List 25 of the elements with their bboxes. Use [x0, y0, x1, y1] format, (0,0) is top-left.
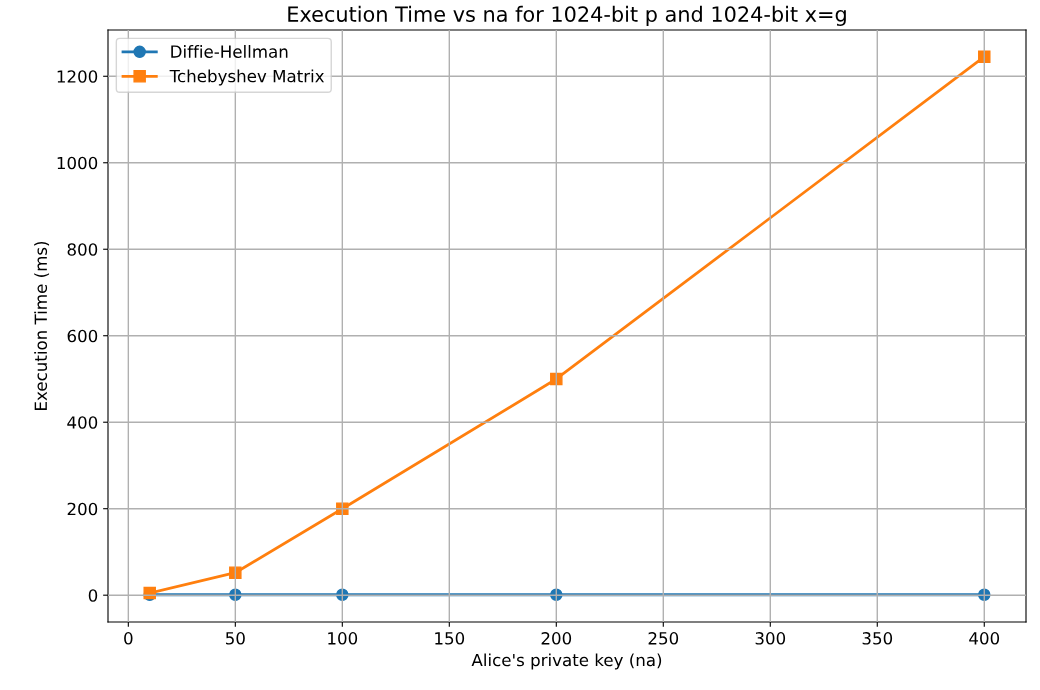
y-tick-label: 600 [67, 329, 98, 343]
y-axis-title: Execution Time (ms) [34, 241, 50, 410]
chart-title: Execution Time vs na for 1024-bit p and 1024-bit x=g [288, 5, 846, 26]
x-tick-label: 50 [226, 632, 245, 645]
point [336, 502, 349, 515]
y-tick-label: 1200 [57, 70, 98, 83]
point [229, 566, 242, 579]
x-tick-label: 200 [541, 632, 572, 645]
y-tick-label: 0 [88, 589, 98, 602]
y-tick-label: 200 [67, 502, 98, 516]
x-tick-label: 250 [648, 632, 679, 645]
x-tick-label: 400 [969, 632, 1000, 645]
x-tick-label: 150 [435, 632, 465, 645]
x-tick-label: 350 [862, 632, 893, 645]
y-tick-label: 1000 [57, 156, 98, 170]
y-tick-label: 800 [67, 243, 98, 256]
x-axis-title: Alice's private key (na) [471, 653, 662, 670]
x-tick-label: 100 [328, 632, 358, 645]
point [978, 50, 991, 64]
legend-label: Diffie-Hellman [171, 45, 288, 58]
x-tick-label: 0 [124, 632, 133, 645]
legend-label: Tchebyshev Matrix [169, 69, 325, 86]
x-tick-label: 300 [755, 632, 786, 645]
y-tick-label: 400 [67, 416, 98, 429]
point [550, 372, 563, 386]
